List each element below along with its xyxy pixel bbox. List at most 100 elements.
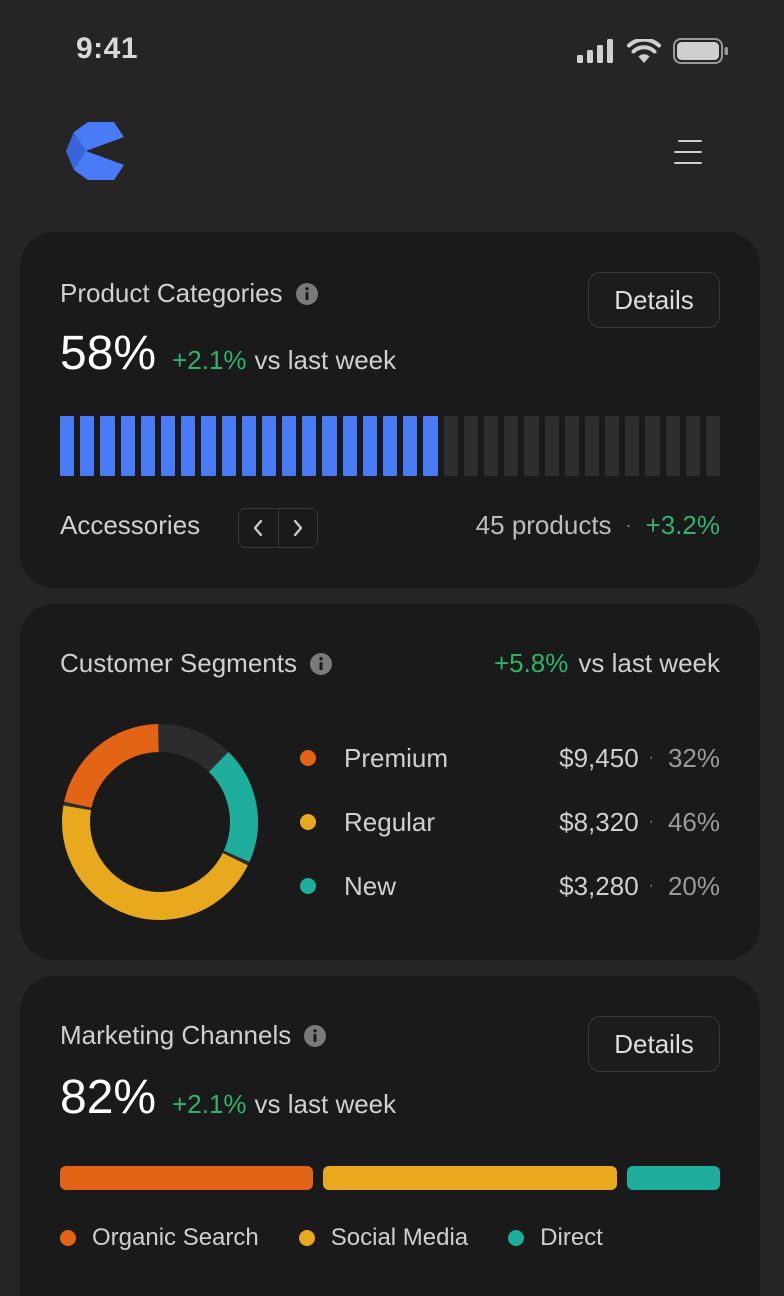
legend-dot (300, 878, 316, 894)
progress-segment-filled (403, 416, 418, 476)
donut-slice-new (208, 751, 258, 863)
segment-name: Premium (344, 742, 449, 773)
wifi-icon (627, 39, 661, 63)
category-stats: 45 products · +3.2% (476, 510, 720, 541)
product-count: 45 products (475, 510, 612, 540)
progress-segment-filled (362, 416, 377, 476)
info-icon[interactable] (309, 652, 333, 676)
prev-category-button[interactable] (239, 509, 278, 547)
progress-segment-filled (241, 416, 256, 476)
chevron-left-icon (254, 519, 263, 537)
progress-segment-empty (665, 416, 680, 476)
product-categories-card: Product Categories Details 58% +2.1% vs … (20, 232, 760, 588)
progress-segment-empty (685, 416, 700, 476)
legend-dot (508, 1230, 525, 1246)
channel-name: Organic Search (92, 1224, 259, 1251)
marketing-channels-metric: 82% +2.1% vs last week (60, 1070, 396, 1125)
next-category-button[interactable] (277, 509, 318, 547)
info-icon[interactable] (295, 282, 319, 306)
segments-compare-text: vs last week (578, 648, 720, 678)
segment-percent: 32% (667, 742, 720, 773)
app-logo[interactable] (66, 122, 124, 180)
progress-segment-filled (423, 416, 438, 476)
menu-button[interactable] (664, 130, 712, 174)
category-pager (238, 508, 318, 548)
metric-value: 82% (60, 1071, 157, 1124)
progress-segment-filled (160, 416, 176, 476)
progress-segment-filled (201, 416, 216, 476)
progress-segment-empty (483, 416, 499, 476)
progress-segment-filled (221, 416, 236, 476)
segment-name: Regular (344, 806, 436, 837)
progress-segment-filled (383, 416, 398, 476)
progress-segment-filled (100, 416, 115, 476)
channel-bar-direct (626, 1166, 720, 1190)
progress-segment-filled (140, 416, 155, 476)
card-title: Product Categories (60, 278, 319, 309)
legend-dot (298, 1230, 315, 1246)
segment-percent: 46% (667, 806, 720, 837)
legend-item-direct: Direct (508, 1224, 603, 1252)
menu-line (674, 162, 702, 164)
info-icon[interactable] (303, 1024, 327, 1048)
customer-segments-card: Customer Segments +5.8% vs last week Pre… (20, 604, 760, 960)
segment-name: New (344, 870, 397, 901)
status-bar: 9:41 (0, 0, 784, 100)
channel-legend: Organic Search Social Media Direct (60, 1224, 603, 1252)
category-label: Accessories (60, 510, 201, 540)
legend-item-social-media: Social Media (298, 1224, 469, 1252)
progress-segment-empty (625, 416, 640, 476)
channel-bar-organic-search (60, 1166, 314, 1190)
battery-icon (673, 38, 728, 64)
product-categories-metric: 58% +2.1% vs last week (60, 326, 396, 381)
logo-icon (66, 122, 124, 180)
segment-amount: $3,280 (559, 870, 639, 901)
marketing-channels-card: Marketing Channels Details 82% +2.1% vs … (20, 976, 760, 1296)
category-change: +3.2% (645, 510, 720, 540)
legend-dot (300, 750, 316, 766)
segment-percent: 20% (667, 870, 720, 901)
separator-dot: · (648, 749, 654, 766)
card-title: Customer Segments (60, 648, 333, 679)
progress-segment-filled (120, 416, 135, 476)
channel-share-bar (60, 1166, 720, 1190)
customer-segments-title: Customer Segments (60, 648, 297, 678)
category-progress-bars (60, 416, 721, 476)
menu-line (674, 151, 702, 153)
progress-segment-empty (504, 416, 519, 476)
progress-segment-empty (584, 416, 600, 476)
segments-compare: +5.8% vs last week (494, 648, 720, 679)
metric-change: +2.1% (172, 345, 247, 375)
progress-segment-filled (60, 416, 75, 476)
channel-bar-social-media (323, 1166, 617, 1190)
legend-item-organic-search: Organic Search (60, 1224, 259, 1252)
progress-segment-filled (322, 416, 337, 476)
status-icons (577, 38, 729, 64)
channel-name: Social Media (330, 1224, 469, 1251)
details-button[interactable]: Details (588, 1016, 720, 1072)
progress-segment-empty (564, 416, 579, 476)
legend-row-premium: Premium $9,450 · 32% (300, 738, 720, 778)
separator-dot: · (648, 813, 654, 830)
details-button[interactable]: Details (588, 272, 720, 328)
metric-change: +2.1% (172, 1089, 247, 1119)
marketing-channels-title: Marketing Channels (60, 1020, 292, 1050)
progress-segment-empty (463, 416, 478, 476)
donut-slice-regular (62, 805, 248, 920)
cellular-signal-icon (577, 39, 613, 63)
segments-donut-chart (62, 724, 258, 920)
legend-row-regular: Regular $8,320 · 46% (300, 802, 720, 842)
metric-value: 58% (60, 327, 157, 380)
segment-amount: $8,320 (559, 806, 639, 837)
product-categories-title: Product Categories (60, 278, 283, 308)
progress-segment-empty (605, 416, 620, 476)
progress-segment-empty (443, 416, 458, 476)
progress-segment-filled (342, 416, 357, 476)
separator-dot: · (625, 515, 632, 535)
segment-amount: $9,450 (559, 742, 639, 773)
legend-dot (60, 1230, 76, 1246)
progress-segment-filled (282, 416, 297, 476)
channel-name: Direct (540, 1224, 603, 1251)
progress-segment-filled (261, 416, 277, 476)
card-title: Marketing Channels (60, 1020, 327, 1051)
